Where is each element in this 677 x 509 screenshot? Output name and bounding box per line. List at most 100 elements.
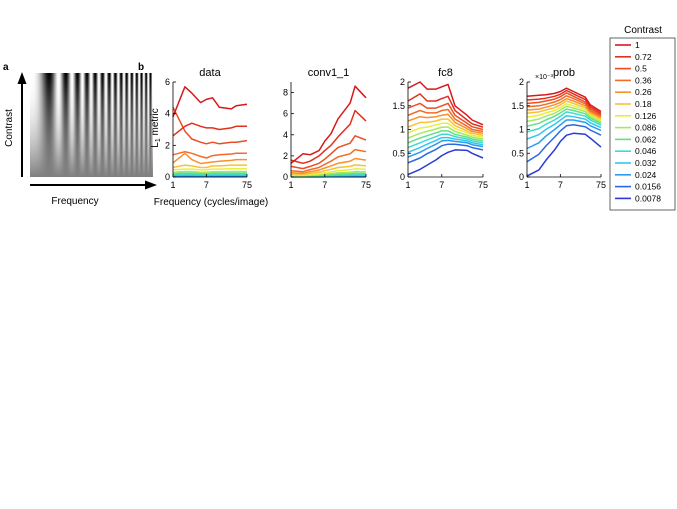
x-tick-label: 7 (322, 180, 327, 190)
series-line (407, 93, 484, 128)
y-tick-label: 2 (283, 151, 288, 161)
series-line (526, 100, 602, 120)
y-tick-label: 1.5 (392, 101, 405, 111)
frequency-arrow (30, 180, 157, 190)
l1-metric-axis-label: L1 metric (150, 108, 162, 147)
series-line (407, 136, 484, 153)
x-tick-label: 7 (439, 180, 444, 190)
series-line (407, 143, 484, 164)
chart-title: data (199, 67, 221, 79)
series-line (290, 148, 367, 173)
chart-title: prob (553, 67, 575, 79)
x-tick-label: 75 (478, 180, 488, 190)
legend-entry-label: 0.126 (635, 111, 657, 121)
frequency-cycles-axis-label: Frequency (cycles/image) (154, 197, 268, 208)
y-tick-label: 0 (165, 172, 170, 182)
frequency-axis-label: Frequency (51, 196, 98, 207)
legend-entry-label: 0.18 (635, 99, 652, 109)
series-line (407, 130, 484, 144)
y-tick-label: 0 (283, 172, 288, 182)
legend-entry-label: 0.0078 (635, 193, 661, 203)
series-line (172, 152, 247, 165)
series-line (526, 132, 602, 177)
legend-entry-label: 0.024 (635, 170, 657, 180)
series-line (526, 95, 602, 117)
chart-data: data 0 2 4 6 1 7 75 (165, 67, 252, 190)
series-line (290, 164, 367, 176)
x-tick-label: 7 (204, 180, 209, 190)
series-line (172, 172, 247, 175)
series-line (290, 109, 367, 165)
x-tick-label: 1 (170, 180, 175, 190)
panel-b-label: b (138, 62, 144, 73)
contrast-arrow (17, 72, 27, 177)
series-line (526, 111, 602, 133)
series-line (290, 168, 367, 176)
legend-entry-label: 0.72 (635, 52, 652, 62)
y-tick-label: 0 (400, 172, 405, 182)
series-line (290, 135, 367, 170)
x-tick-label: 1 (405, 180, 410, 190)
series-line (526, 105, 602, 123)
series-line (407, 81, 484, 126)
legend-entry-label: 0.5 (635, 64, 647, 74)
legend-entry-label: 0.046 (635, 146, 657, 156)
legend-entry-label: 0.26 (635, 87, 652, 97)
y-tick-label: 0 (519, 172, 524, 182)
x-tick-label: 75 (242, 180, 252, 190)
series-line (526, 87, 602, 113)
x-tick-label: 1 (288, 180, 293, 190)
legend-entry-label: 0.032 (635, 158, 657, 168)
y-tick-label: 2 (519, 77, 524, 87)
series-line (172, 168, 247, 171)
series-line (172, 122, 247, 137)
y-tick-label: 6 (165, 77, 170, 87)
series-line (407, 102, 484, 131)
series-line (407, 149, 484, 176)
chart-fc8: fc8 0 0.5 1 1.5 2 1 7 75 (392, 67, 488, 190)
chart-title: fc8 (438, 67, 453, 79)
series-line (172, 86, 248, 118)
series-line (526, 92, 602, 116)
contrast-axis-label: Contrast (4, 109, 15, 147)
chart-title: conv1_1 (308, 67, 350, 79)
y-tick-label: 4 (165, 109, 170, 119)
y-tick-label: 2 (165, 140, 170, 150)
series-line (172, 164, 247, 169)
series-line (407, 118, 484, 136)
series-line (407, 108, 484, 133)
series-line (407, 139, 484, 158)
y-tick-label: 8 (283, 88, 288, 98)
legend-title: Contrast (624, 25, 662, 36)
grating-image (30, 73, 154, 177)
y-tick-label: 1.5 (511, 101, 524, 111)
series-line (526, 97, 602, 119)
series-line (526, 119, 602, 150)
series-line (290, 157, 367, 175)
y-tick-label: 1 (400, 125, 405, 135)
x-tick-label: 75 (596, 180, 606, 190)
series-line (172, 106, 248, 145)
panel-a-label: a (3, 62, 9, 73)
y-tick-label: 2 (400, 77, 405, 87)
chart-prob: prob 0 0.5 1 1.5 2 1 7 75 ×10⁻³ (511, 67, 606, 190)
y-tick-label: 0.5 (392, 148, 405, 158)
y-tick-label: 0.5 (511, 148, 524, 158)
y-tick-label: 4 (283, 130, 288, 140)
series-line (526, 103, 602, 122)
legend-entry-label: 0.062 (635, 134, 657, 144)
y-tick-label: 1 (519, 125, 524, 135)
x-tick-label: 1 (524, 180, 529, 190)
series-line (407, 113, 484, 135)
legend-entry-label: 0.0156 (635, 182, 661, 192)
series-line (526, 114, 602, 140)
series-line (172, 150, 247, 159)
chart-conv1-1: conv1_1 0 2 4 6 8 1 7 75 (283, 67, 371, 190)
y-tick-label: 6 (283, 109, 288, 119)
series-line (407, 126, 484, 140)
series-line (290, 85, 367, 164)
series-line (172, 170, 247, 174)
series-line (407, 122, 484, 138)
